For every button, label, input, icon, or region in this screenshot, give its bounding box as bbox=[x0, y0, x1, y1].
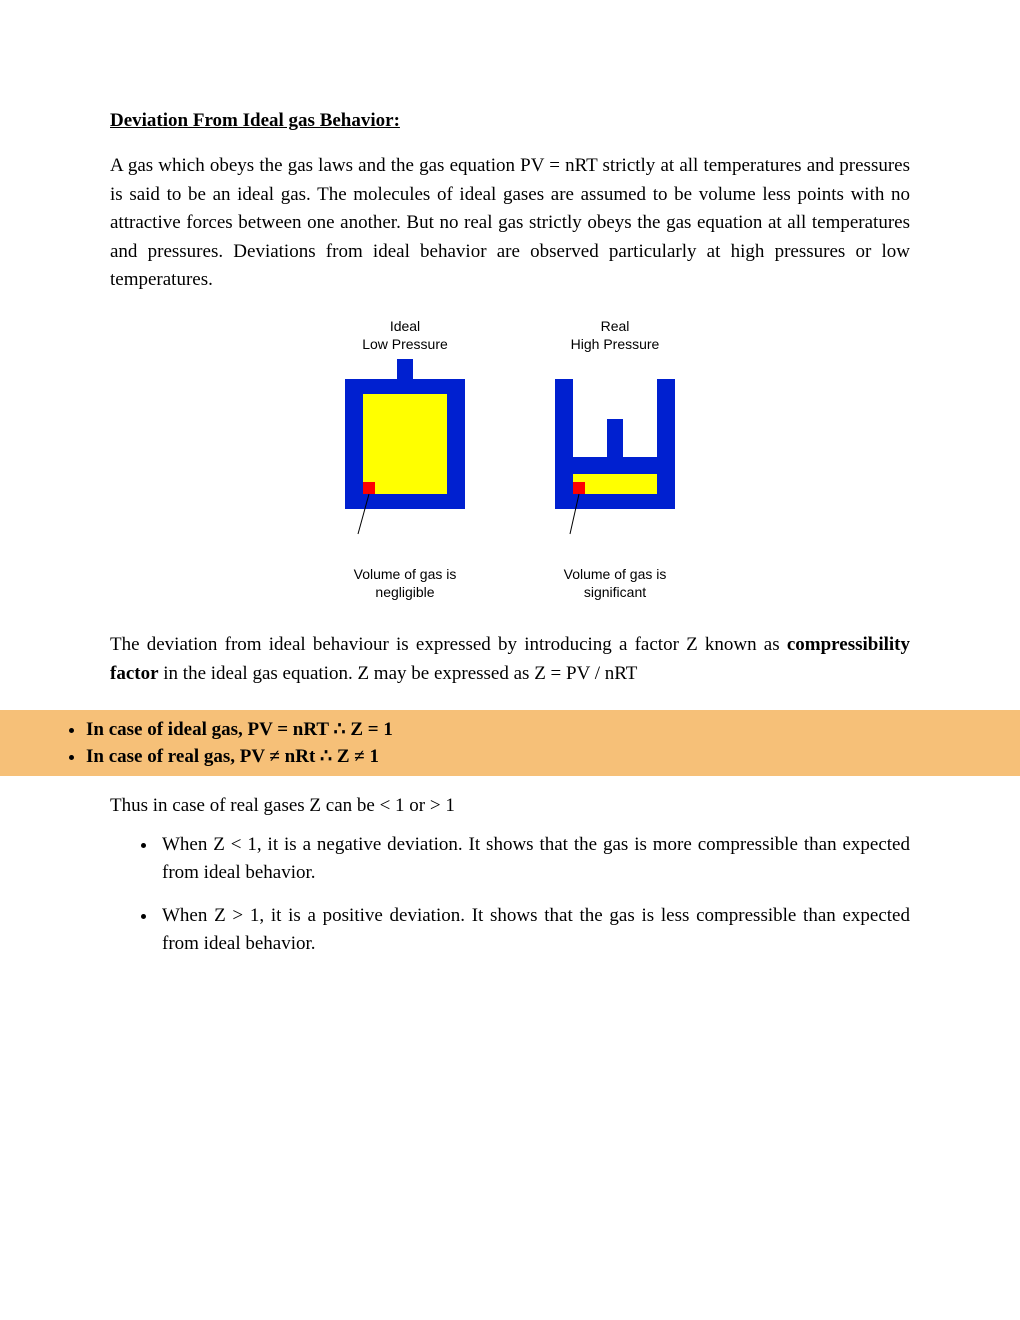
figure-ideal-label-line1: Ideal bbox=[390, 318, 420, 334]
figure-real-svg bbox=[540, 359, 690, 559]
figure-ideal-caption-line2: negligible bbox=[375, 584, 434, 600]
page: Deviation From Ideal gas Behavior: A gas… bbox=[0, 0, 1020, 959]
figure-real-label: Real High Pressure bbox=[571, 317, 660, 353]
figure-real-caption-line1: Volume of gas is bbox=[564, 566, 667, 582]
figure-real: Real High Pressure Volume of g bbox=[540, 317, 690, 602]
list-item-negative: When Z < 1, it is a negative deviation. … bbox=[158, 831, 910, 888]
section-title: Deviation From Ideal gas Behavior: bbox=[110, 110, 910, 132]
figure-real-caption: Volume of gas is significant bbox=[564, 565, 667, 601]
deviation-list: When Z < 1, it is a negative deviation. … bbox=[110, 831, 910, 959]
list-item-positive: When Z > 1, it is a positive deviation. … bbox=[158, 902, 910, 959]
highlight-item-real: In case of real gas, PV ≠ nRt ∴ Z ≠ 1 bbox=[86, 743, 1020, 770]
figure-real-label-line1: Real bbox=[601, 318, 630, 334]
highlight-item-ideal: In case of ideal gas, PV = nRT ∴ Z = 1 bbox=[86, 716, 1020, 743]
highlight-block: In case of ideal gas, PV = nRT ∴ Z = 1 I… bbox=[0, 710, 1020, 776]
figure-ideal-svg bbox=[330, 359, 480, 559]
para2-pre: The deviation from ideal behaviour is ex… bbox=[110, 634, 787, 655]
figure-ideal-caption-line1: Volume of gas is bbox=[354, 566, 457, 582]
intro-paragraph: A gas which obeys the gas laws and the g… bbox=[110, 152, 910, 295]
figure-ideal: Ideal Low Pressure Volume of g bbox=[330, 317, 480, 602]
figure-row: Ideal Low Pressure Volume of g bbox=[110, 317, 910, 602]
figure-ideal-label-line2: Low Pressure bbox=[362, 336, 448, 352]
sub-paragraph: Thus in case of real gases Z can be < 1 … bbox=[110, 792, 910, 821]
compressibility-paragraph: The deviation from ideal behaviour is ex… bbox=[110, 631, 910, 688]
figure-real-label-line2: High Pressure bbox=[571, 336, 660, 352]
figure-ideal-label: Ideal Low Pressure bbox=[362, 317, 448, 353]
figure-real-caption-line2: significant bbox=[584, 584, 646, 600]
figure-ideal-caption: Volume of gas is negligible bbox=[354, 565, 457, 601]
para2-post: in the ideal gas equation. Z may be expr… bbox=[159, 663, 638, 684]
